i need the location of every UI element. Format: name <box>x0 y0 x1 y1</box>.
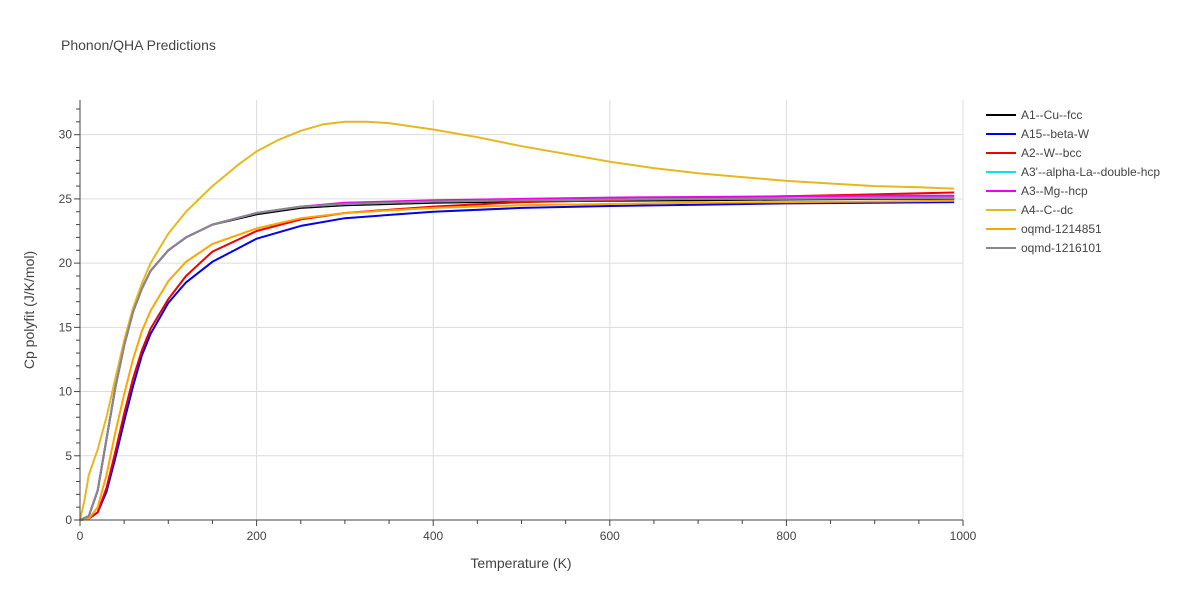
series-line-0 <box>79 197 955 521</box>
x-tick-label: 600 <box>600 529 620 543</box>
x-axis-label: Temperature (K) <box>470 555 571 571</box>
series-line-5 <box>79 120 955 521</box>
x-tick-label: 400 <box>423 529 443 543</box>
legend-entry: A3--Mg--hcp <box>1021 184 1088 198</box>
legend-entry: A2--W--bcc <box>1021 146 1081 160</box>
series-line-6 <box>79 199 955 521</box>
legend-entry: oqmd-1216101 <box>1021 241 1102 255</box>
series-lines <box>79 120 955 521</box>
x-tick-label: 800 <box>776 529 796 543</box>
x-tick-label: 0 <box>77 529 84 543</box>
y-tick-label: 15 <box>59 320 73 334</box>
x-tick-label: 1000 <box>950 529 977 543</box>
legend-entry: A15--beta-W <box>1021 127 1090 141</box>
y-tick-label: 20 <box>59 256 73 270</box>
legend-entry: A3'--alpha-La--double-hcp <box>1021 165 1160 179</box>
legend-entry: A4--C--dc <box>1021 203 1073 217</box>
legend-entry: A1--Cu--fcc <box>1021 108 1082 122</box>
y-tick-label: 25 <box>59 192 73 206</box>
y-axis-label: Cp polyfit (J/K/mol) <box>21 251 37 369</box>
axes: 0 200 400 600 800 1000 0 5 10 15 20 25 30 <box>59 100 977 543</box>
y-tick-label: 30 <box>59 128 73 142</box>
legend-entry: oqmd-1214851 <box>1021 222 1102 236</box>
chart-title: Phonon/QHA Predictions <box>61 37 216 53</box>
x-tick-label: 200 <box>247 529 267 543</box>
y-tick-label: 5 <box>65 449 72 463</box>
legend: A1--Cu--fcc A15--beta-W A2--W--bcc A3'--alp… <box>986 108 1160 255</box>
y-tick-label: 0 <box>65 513 72 527</box>
grid <box>80 100 964 520</box>
series-line-1 <box>79 201 955 521</box>
series-line-7 <box>79 197 955 521</box>
series-line-2 <box>79 191 955 521</box>
y-tick-label: 10 <box>59 385 73 399</box>
